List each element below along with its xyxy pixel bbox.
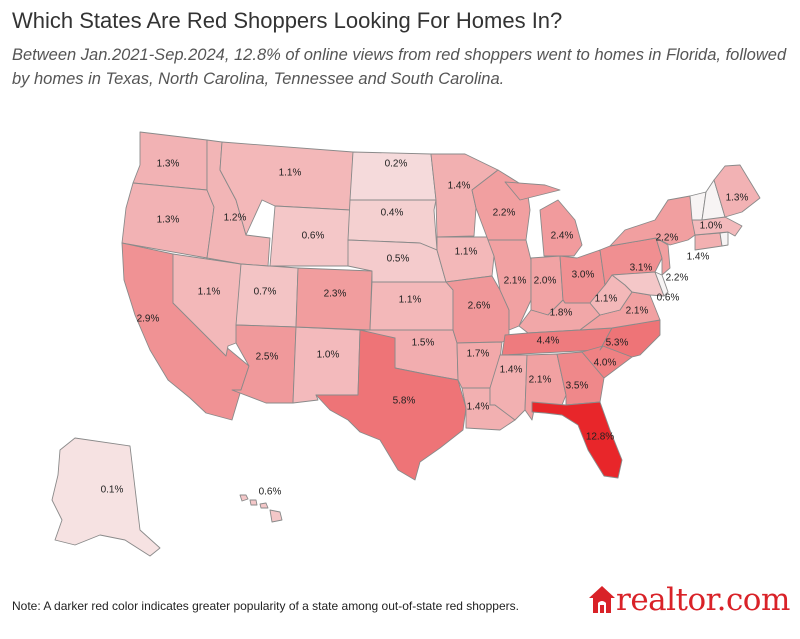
- state-label-mo: 2.6%: [468, 301, 491, 312]
- state-label-va: 2.1%: [626, 306, 649, 317]
- state-label-or: 1.3%: [157, 215, 180, 226]
- state-label-nm: 1.0%: [317, 350, 340, 361]
- state-tx[interactable]: [315, 329, 467, 481]
- state-label-wv: 1.1%: [595, 294, 618, 305]
- us-map: 1.3% 1.3% 2.9% 1.1% 1.2% 1.1% 0.6% 0.7% …: [51, 131, 761, 557]
- state-label-la: 1.4%: [467, 402, 490, 413]
- state-label-nv: 1.1%: [198, 287, 221, 298]
- state-hi[interactable]: [239, 494, 283, 523]
- footnote: Note: A darker red color indicates great…: [12, 599, 519, 613]
- state-ia[interactable]: [436, 236, 495, 283]
- logo-wordmark: realtor.com: [616, 582, 790, 618]
- state-label-nd: 0.2%: [385, 159, 408, 170]
- state-me[interactable]: [713, 164, 761, 218]
- state-label-me: 1.3%: [726, 193, 749, 204]
- state-label-tn: 4.4%: [537, 336, 560, 347]
- state-label-mn: 1.4%: [448, 181, 471, 192]
- state-label-fl: 12.8%: [586, 432, 614, 443]
- state-fl[interactable]: [531, 401, 623, 479]
- state-label-co: 2.3%: [324, 289, 347, 300]
- state-label-ia: 1.1%: [455, 247, 478, 258]
- state-label-ct: 1.4%: [687, 252, 710, 263]
- chart-subtitle: Between Jan.2021-Sep.2024, 12.8% of onli…: [12, 46, 787, 88]
- state-label-sc: 4.0%: [594, 358, 617, 369]
- state-label-ky: 1.8%: [550, 308, 573, 319]
- state-label-ok: 1.5%: [412, 338, 435, 349]
- state-label-mi: 2.4%: [551, 231, 574, 242]
- state-label-az: 2.5%: [256, 352, 279, 363]
- realtor-logo: realtor.com: [588, 580, 790, 620]
- state-label-wa: 1.3%: [157, 159, 180, 170]
- state-ny[interactable]: [609, 195, 696, 247]
- state-label-ma: 1.0%: [700, 221, 723, 232]
- state-label-in: 2.0%: [534, 276, 557, 287]
- state-label-tx: 5.8%: [393, 396, 416, 407]
- state-label-nj: 2.2%: [666, 273, 689, 284]
- state-label-ga: 3.5%: [566, 381, 589, 392]
- state-label-mt: 1.1%: [279, 168, 302, 179]
- state-label-hi: 0.6%: [259, 487, 282, 498]
- state-ks[interactable]: [369, 281, 454, 331]
- state-label-nc: 5.3%: [606, 338, 629, 349]
- state-label-wy: 0.6%: [302, 231, 325, 242]
- state-label-id: 1.2%: [224, 213, 247, 224]
- state-label-sd: 0.4%: [381, 208, 404, 219]
- state-de[interactable]: [654, 271, 669, 297]
- state-label-il: 2.1%: [504, 276, 527, 287]
- state-label-pa: 3.1%: [630, 263, 653, 274]
- state-label-wi: 2.2%: [493, 208, 516, 219]
- chart-title: Which States Are Red Shoppers Looking Fo…: [12, 8, 563, 33]
- state-ak[interactable]: [51, 437, 161, 557]
- state-label-md: 0.6%: [657, 293, 680, 304]
- state-label-ca: 2.9%: [137, 314, 160, 325]
- state-label-ut: 0.7%: [254, 287, 277, 298]
- state-mi[interactable]: [504, 181, 583, 257]
- state-label-al: 2.1%: [529, 375, 552, 386]
- state-label-ms: 1.4%: [500, 365, 523, 376]
- state-label-ny: 2.2%: [656, 233, 679, 244]
- state-label-ar: 1.7%: [467, 349, 490, 360]
- state-label-oh: 3.0%: [572, 270, 595, 281]
- state-nm[interactable]: [292, 326, 361, 404]
- state-il[interactable]: [487, 239, 532, 331]
- state-label-ks: 1.1%: [399, 295, 422, 306]
- state-value-labels: 1.3% 1.3% 2.9% 1.1% 1.2% 1.1% 0.6% 0.7% …: [101, 159, 749, 498]
- state-ct[interactable]: [694, 232, 723, 251]
- state-label-ne: 0.5%: [387, 254, 410, 265]
- state-label-ak: 0.1%: [101, 485, 124, 496]
- state-nj[interactable]: [655, 237, 671, 276]
- house-icon: [589, 586, 615, 613]
